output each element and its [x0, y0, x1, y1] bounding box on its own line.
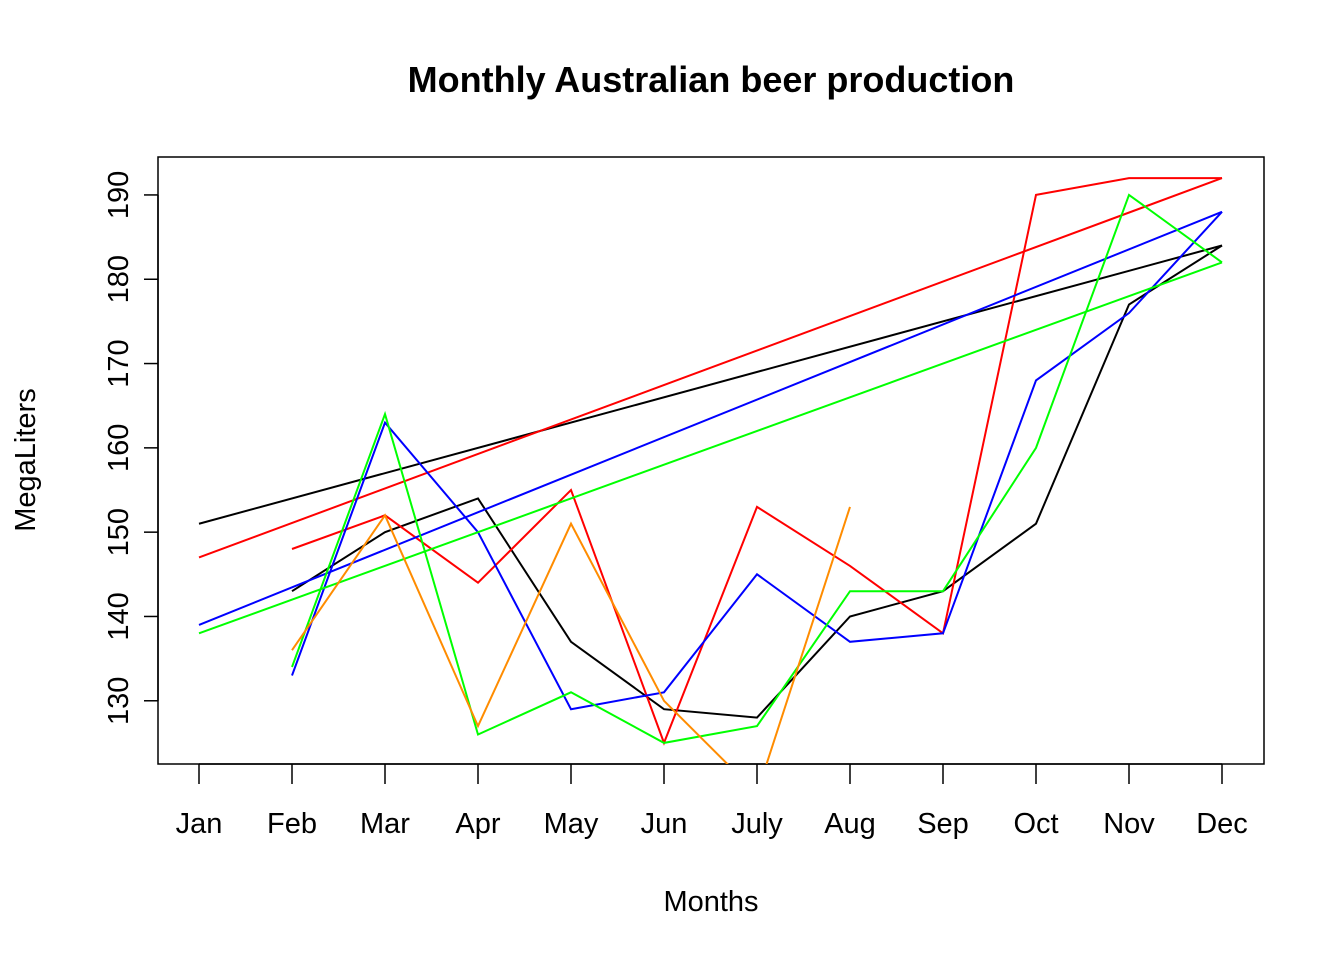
- x-tick-label: Sep: [917, 808, 969, 840]
- x-tick-label: Mar: [360, 808, 410, 840]
- series-layer: [198, 177, 1223, 764]
- trend-line: [198, 177, 1223, 559]
- x-tick-label: Oct: [1013, 808, 1058, 840]
- x-tick-label: Apr: [455, 808, 500, 840]
- series-line: [291, 211, 1223, 711]
- y-axis-label: MegaLiters: [10, 388, 42, 531]
- y-tick-label: 180: [103, 255, 135, 303]
- trend-line: [198, 210, 1223, 626]
- x-tick-label: July: [731, 808, 783, 840]
- y-tick-label: 170: [103, 339, 135, 387]
- chart-title: Monthly Australian beer production: [408, 59, 1015, 100]
- series-line: [291, 506, 851, 764]
- y-axis: 130 140 150 160 170 180 190: [103, 171, 159, 725]
- trend-line: [198, 244, 1223, 525]
- x-tick-label: Dec: [1196, 808, 1248, 840]
- x-tick-label: May: [544, 808, 599, 840]
- x-tick-label: Nov: [1103, 808, 1155, 840]
- y-tick-label: 160: [103, 424, 135, 472]
- y-tick-label: 150: [103, 508, 135, 556]
- y-tick-label: 130: [103, 677, 135, 725]
- y-tick-label: 190: [103, 171, 135, 219]
- x-axis-label: Months: [663, 886, 758, 918]
- x-tick-label: Aug: [824, 808, 876, 840]
- series-line: [291, 177, 1222, 746]
- plot-frame: [157, 156, 1265, 765]
- x-tick-label: Jan: [176, 808, 223, 840]
- series-line: [291, 193, 1223, 744]
- trend-line: [198, 261, 1223, 635]
- y-tick-label: 140: [103, 592, 135, 640]
- series-line: [291, 244, 1223, 719]
- x-tick-label: Feb: [267, 808, 317, 840]
- x-axis: Jan Feb Mar Apr May Jun July Aug Sep Oct Nov Dec: [176, 763, 1248, 840]
- x-tick-label: Jun: [641, 808, 688, 840]
